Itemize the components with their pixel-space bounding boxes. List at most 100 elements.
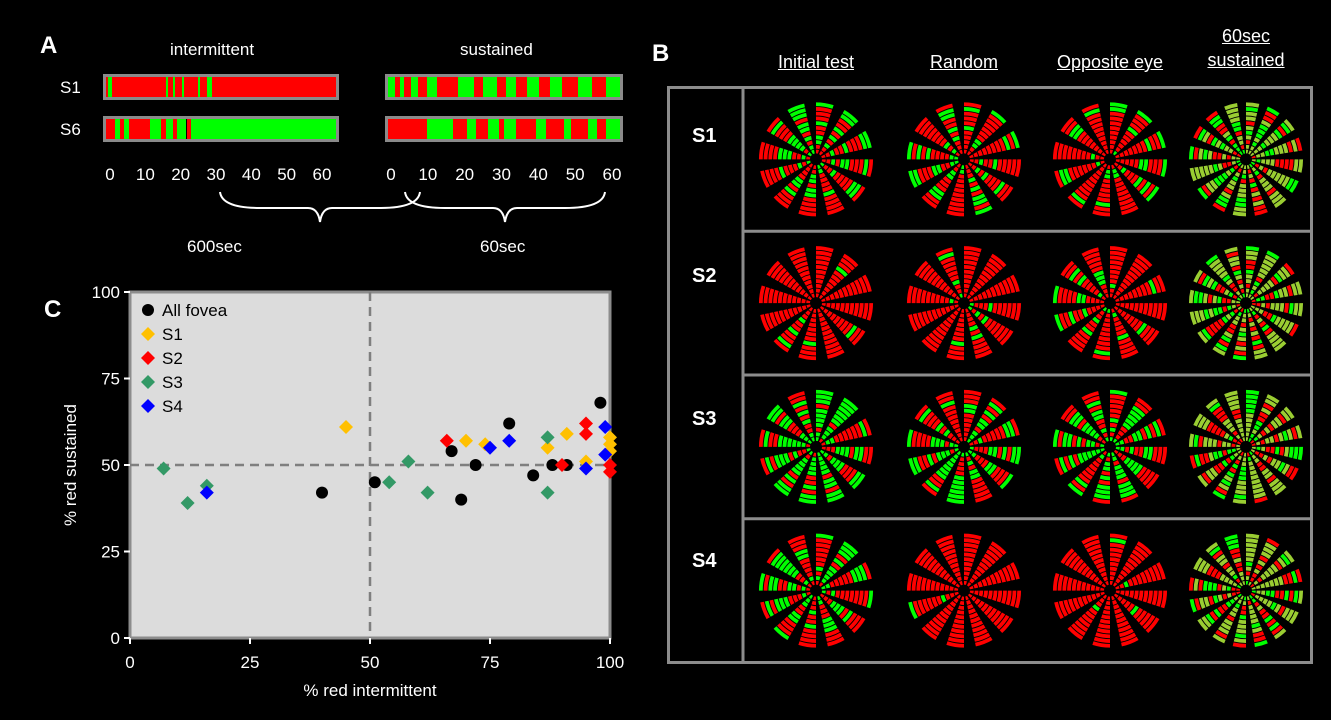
pinwheel-segment [827, 493, 845, 503]
pinwheel-segment [1227, 593, 1232, 598]
pinwheel-segment [1135, 142, 1143, 154]
pinwheel-segment [1263, 426, 1271, 434]
bar-segment [172, 77, 175, 97]
pinwheel-segment [1218, 626, 1230, 635]
pinwheel-segment [952, 279, 960, 286]
pinwheel-segment [849, 425, 858, 439]
pinwheel-segment [1077, 165, 1085, 177]
pinwheel-segment [1112, 312, 1118, 318]
pinwheel-segment [1251, 586, 1256, 590]
pinwheel-segment [970, 328, 981, 336]
pinwheel-segment [1136, 541, 1153, 555]
pinwheel-segment [1222, 274, 1231, 283]
pinwheel-segment [758, 429, 766, 447]
pinwheel-segment [908, 314, 918, 332]
pinwheel-segment [1054, 457, 1064, 476]
pinwheel-segment [1236, 135, 1243, 141]
pinwheel-segment [1147, 446, 1153, 461]
pinwheel-segment [1263, 183, 1273, 192]
pinwheel-segment [1237, 593, 1242, 598]
pinwheel-segment [921, 577, 927, 591]
data-point [382, 475, 397, 490]
pinwheel-segment [816, 404, 830, 410]
pinwheel-segment [1227, 112, 1240, 119]
pinwheel-segment [1100, 300, 1105, 304]
pinwheel-segment [1227, 161, 1232, 167]
pinwheel-segment [1218, 482, 1230, 491]
pinwheel-segment [1093, 205, 1110, 212]
pinwheel-segment [997, 425, 1006, 439]
pinwheel-segment [1233, 452, 1239, 458]
pinwheel-segment [1197, 559, 1207, 573]
bar-segment [504, 119, 516, 139]
pinwheel-segment [1251, 155, 1256, 159]
pinwheel-segment [968, 608, 976, 615]
pinwheel-segment [769, 312, 779, 327]
time-tick-label: 60 [312, 165, 332, 184]
bar-segment [457, 77, 474, 97]
pinwheel-segment [1127, 291, 1134, 299]
pinwheel-segment [826, 345, 843, 355]
pinwheel-segment [1251, 334, 1261, 341]
pinwheel-segment [1261, 446, 1266, 452]
pinwheel-segment [1110, 427, 1116, 433]
pinwheel-segment [1264, 581, 1270, 588]
pinwheel-segment [1243, 308, 1246, 313]
pinwheel-segment [1092, 172, 1100, 181]
pinwheel-segment [1096, 340, 1110, 346]
pinwheel-segment [841, 573, 849, 585]
pinwheel-segment [985, 145, 993, 155]
pinwheel-segment [787, 469, 799, 480]
pinwheel-segment [808, 576, 814, 582]
pinwheel-segment [997, 569, 1006, 583]
pinwheel-segment [1001, 303, 1007, 317]
bar-segment [115, 119, 120, 139]
pinwheel-segment [1226, 154, 1231, 160]
pinwheel-segment [985, 118, 1000, 131]
pinwheel-segment [939, 179, 950, 189]
pinwheel-segment [972, 336, 986, 346]
pinwheel-segment [820, 162, 825, 167]
pinwheel-segment [1067, 577, 1073, 591]
pinwheel-segment [946, 460, 954, 468]
pinwheel-segment [1090, 153, 1096, 160]
pinwheel-segment [1117, 286, 1125, 293]
pinwheel-segment [1001, 423, 1011, 438]
pinwheel-segment [971, 142, 979, 150]
pinwheel-segment [1274, 303, 1280, 311]
pinwheel-segment [1088, 176, 1098, 185]
pinwheel-segment [774, 555, 787, 569]
pinwheel-segment [1246, 404, 1257, 409]
pinwheel-segment [964, 432, 969, 437]
pinwheel-segment [926, 166, 935, 179]
pinwheel-segment [1297, 590, 1304, 604]
pinwheel-segment [1106, 596, 1110, 601]
pinwheel-segment [946, 210, 964, 217]
pinwheel-segment [1198, 148, 1204, 160]
pinwheel-segment [1225, 251, 1239, 259]
pinwheel-segment [1286, 141, 1294, 153]
pinwheel-segment [1215, 554, 1226, 563]
pinwheel-segment [1249, 163, 1253, 168]
pinwheel-stimulus [1188, 533, 1304, 648]
pinwheel-segment [1077, 309, 1085, 320]
pinwheel-segment [1085, 610, 1096, 620]
pinwheel-segment [1250, 186, 1259, 193]
column-header-random: Random [929, 52, 999, 72]
pinwheel-segment [760, 601, 770, 620]
pinwheel-segment [940, 112, 955, 122]
pinwheel-segment [1257, 416, 1266, 423]
data-point [180, 496, 195, 511]
pinwheel-segment [1259, 320, 1267, 328]
pinwheel-segment [794, 607, 804, 616]
pinwheel-segment [811, 293, 815, 298]
pinwheel-segment [829, 437, 835, 444]
pinwheel-segment [969, 298, 974, 302]
pinwheel-segment [1081, 182, 1093, 193]
x-tick-label: 0 [125, 653, 134, 672]
pinwheel-segment [988, 401, 1003, 415]
pinwheel-segment [840, 401, 855, 415]
pinwheel-segment [1147, 423, 1157, 438]
pinwheel-segment [792, 451, 799, 459]
pinwheel-segment [935, 182, 947, 193]
